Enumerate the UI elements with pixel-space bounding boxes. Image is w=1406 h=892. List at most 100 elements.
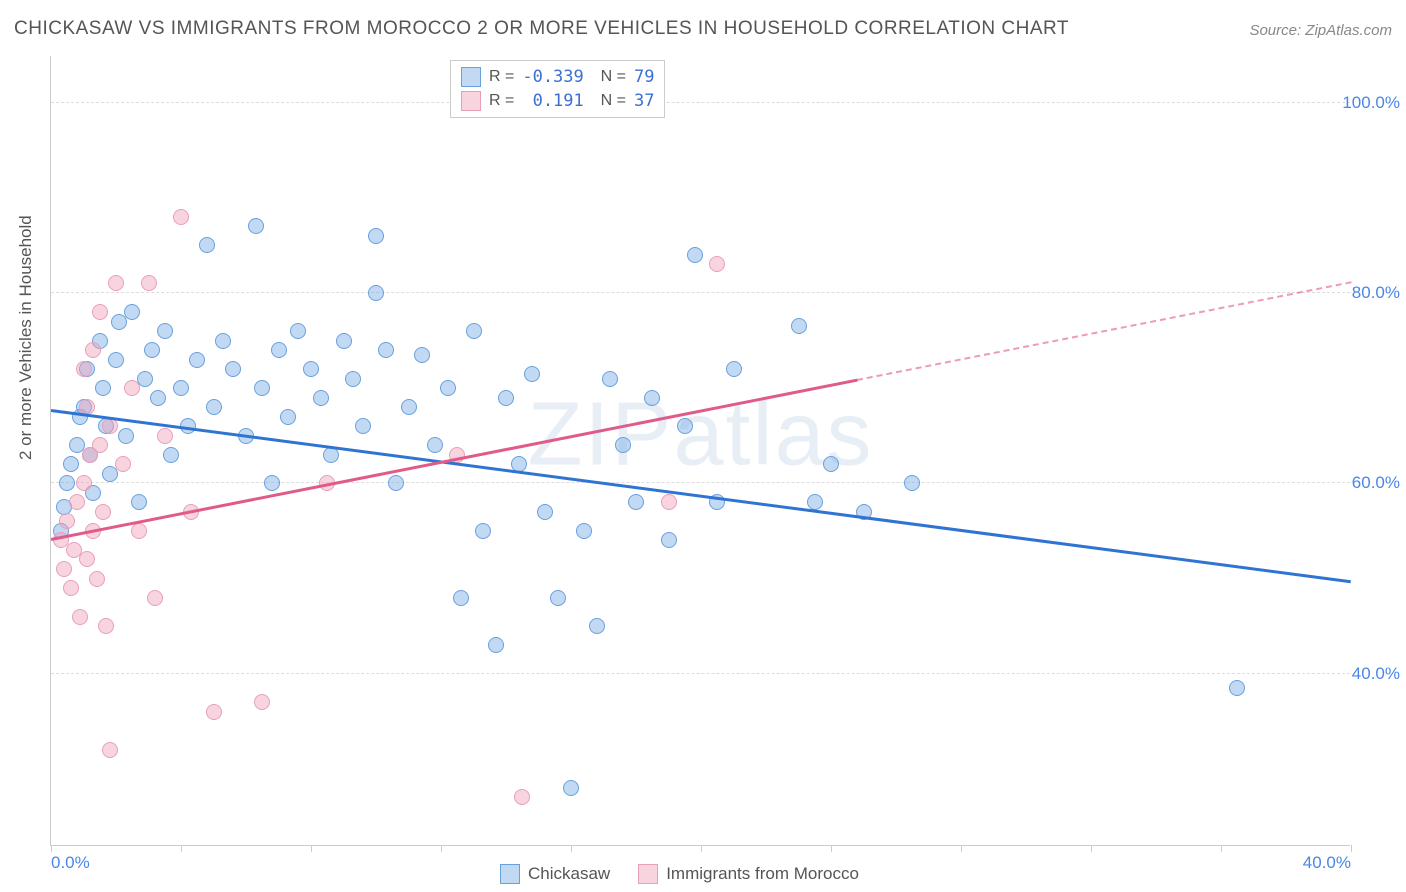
data-point <box>524 366 540 382</box>
y-tick-label: 100.0% <box>1342 93 1400 113</box>
data-point <box>157 323 173 339</box>
data-point <box>63 456 79 472</box>
data-point <box>336 333 352 349</box>
plot-area: ZIPatlas 40.0%60.0%80.0%100.0%0.0%40.0% <box>50 56 1350 846</box>
data-point <box>189 352 205 368</box>
data-point <box>589 618 605 634</box>
data-point <box>199 237 215 253</box>
data-point <box>791 318 807 334</box>
data-point <box>72 609 88 625</box>
data-point <box>69 494 85 510</box>
data-point <box>368 285 384 301</box>
data-point <box>206 399 222 415</box>
data-point <box>488 637 504 653</box>
x-tick <box>441 845 442 852</box>
data-point <box>498 390 514 406</box>
data-point <box>280 409 296 425</box>
x-tick <box>1221 845 1222 852</box>
gridline <box>51 292 1350 293</box>
legend-item-morocco: Immigrants from Morocco <box>638 864 859 884</box>
n-value-chickasaw: 79 <box>634 67 654 87</box>
data-point <box>271 342 287 358</box>
data-point <box>537 504 553 520</box>
correlation-legend: R = -0.339 N = 79 R = 0.191 N = 37 <box>450 60 665 118</box>
data-point <box>709 256 725 272</box>
data-point <box>85 342 101 358</box>
data-point <box>1229 680 1245 696</box>
data-point <box>59 513 75 529</box>
data-point <box>628 494 644 510</box>
data-point <box>661 494 677 510</box>
gridline <box>51 102 1350 103</box>
data-point <box>355 418 371 434</box>
data-point <box>131 523 147 539</box>
data-point <box>254 694 270 710</box>
data-point <box>378 342 394 358</box>
data-point <box>157 428 173 444</box>
legend-row-chickasaw: R = -0.339 N = 79 <box>461 65 654 89</box>
data-point <box>466 323 482 339</box>
data-point <box>89 571 105 587</box>
data-point <box>95 380 111 396</box>
y-axis-label: 2 or more Vehicles in Household <box>16 215 36 460</box>
data-point <box>644 390 660 406</box>
data-point <box>76 361 92 377</box>
data-point <box>576 523 592 539</box>
legend-row-morocco: R = 0.191 N = 37 <box>461 89 654 113</box>
data-point <box>550 590 566 606</box>
data-point <box>823 456 839 472</box>
data-point <box>63 580 79 596</box>
y-tick-label: 80.0% <box>1352 283 1400 303</box>
data-point <box>76 475 92 491</box>
data-point <box>687 247 703 263</box>
data-point <box>401 399 417 415</box>
data-point <box>677 418 693 434</box>
x-tick <box>961 845 962 852</box>
legend-item-chickasaw: Chickasaw <box>500 864 610 884</box>
swatch-chickasaw <box>500 864 520 884</box>
x-tick <box>181 845 182 852</box>
gridline <box>51 673 1350 674</box>
data-point <box>59 475 75 491</box>
data-point <box>98 618 114 634</box>
n-value-morocco: 37 <box>634 91 654 111</box>
data-point <box>118 428 134 444</box>
x-tick <box>51 845 52 852</box>
x-tick <box>1091 845 1092 852</box>
gridline <box>51 482 1350 483</box>
data-point <box>313 390 329 406</box>
data-point <box>163 447 179 463</box>
data-point <box>131 494 147 510</box>
data-point <box>102 742 118 758</box>
data-point <box>173 380 189 396</box>
data-point <box>173 209 189 225</box>
r-value-chickasaw: -0.339 <box>522 67 583 87</box>
data-point <box>206 704 222 720</box>
x-tick <box>571 845 572 852</box>
data-point <box>108 275 124 291</box>
data-point <box>92 304 108 320</box>
data-point <box>615 437 631 453</box>
legend-label: Chickasaw <box>528 864 610 884</box>
x-tick <box>831 845 832 852</box>
data-point <box>345 371 361 387</box>
data-point <box>290 323 306 339</box>
x-tick-label: 0.0% <box>51 853 90 873</box>
r-label: R = <box>489 68 514 86</box>
data-point <box>254 380 270 396</box>
data-point <box>368 228 384 244</box>
data-point <box>440 380 456 396</box>
trend-line <box>51 409 1351 583</box>
data-point <box>248 218 264 234</box>
n-label: N = <box>592 68 626 86</box>
legend-label: Immigrants from Morocco <box>666 864 859 884</box>
data-point <box>79 551 95 567</box>
chart-container: CHICKASAW VS IMMIGRANTS FROM MOROCCO 2 O… <box>0 0 1406 892</box>
swatch-morocco <box>461 91 481 111</box>
data-point <box>215 333 231 349</box>
source-label: Source: ZipAtlas.com <box>1249 22 1392 39</box>
data-point <box>108 352 124 368</box>
data-point <box>115 456 131 472</box>
y-tick-label: 40.0% <box>1352 664 1400 684</box>
r-label: R = <box>489 92 514 110</box>
